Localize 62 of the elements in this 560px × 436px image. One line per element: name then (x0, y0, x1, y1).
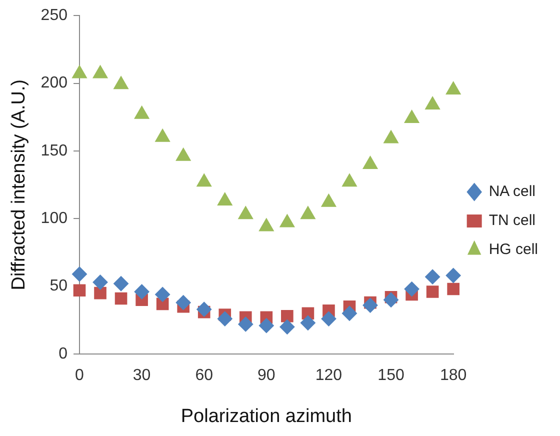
point (94, 286, 106, 300)
point (404, 110, 420, 123)
y-tick-label: 150 (40, 142, 68, 160)
point (384, 130, 398, 144)
point (134, 284, 150, 300)
point (258, 218, 274, 232)
y-tick-label: 100 (40, 210, 68, 228)
y-axis-title: Diffracted intensity (A.U.) (8, 79, 30, 290)
point (446, 268, 461, 283)
point (404, 282, 420, 297)
point (258, 318, 274, 334)
x-tick-label: 150 (378, 367, 404, 384)
point (447, 282, 460, 296)
point (281, 310, 294, 322)
point (217, 192, 232, 206)
point (134, 106, 150, 119)
point (342, 174, 357, 187)
point (238, 206, 254, 220)
point (300, 315, 316, 330)
y-tick-label: 50 (50, 278, 68, 295)
point (92, 65, 108, 78)
point (362, 298, 378, 313)
y-tick-label: 200 (40, 74, 68, 92)
point (300, 206, 316, 220)
x-tick-label: 30 (132, 367, 151, 384)
point (342, 306, 357, 321)
x-tick-label: 0 (75, 367, 84, 384)
x-tick-label: 180 (440, 367, 467, 384)
point (155, 128, 170, 142)
point (425, 96, 440, 110)
point (280, 214, 295, 228)
point (238, 316, 254, 332)
legend-label: TN cell (488, 212, 536, 230)
point (114, 292, 128, 305)
point (176, 148, 191, 161)
point (72, 65, 87, 78)
point (362, 156, 378, 169)
point (114, 276, 129, 292)
x-tick-label: 90 (258, 367, 276, 384)
point (196, 174, 212, 187)
legend-label: HG cell (488, 241, 538, 258)
point (196, 302, 212, 317)
point (280, 319, 295, 334)
point (176, 295, 191, 310)
point (321, 311, 336, 326)
point (384, 292, 399, 308)
point (155, 286, 170, 302)
y-tick-label: 250 (40, 7, 68, 24)
x-tick-label: 120 (315, 367, 342, 384)
point (73, 284, 86, 297)
point (92, 274, 108, 290)
point (425, 269, 440, 284)
point (446, 82, 461, 95)
point (114, 76, 128, 90)
point (72, 266, 87, 282)
x-axis-title: Polarization azimuth (180, 406, 352, 427)
legend-label: NA cell (488, 183, 536, 200)
point (426, 286, 439, 298)
point (217, 311, 232, 326)
x-tick-label: 60 (195, 367, 214, 384)
point (321, 194, 336, 207)
y-tick-label: 0 (58, 345, 68, 362)
